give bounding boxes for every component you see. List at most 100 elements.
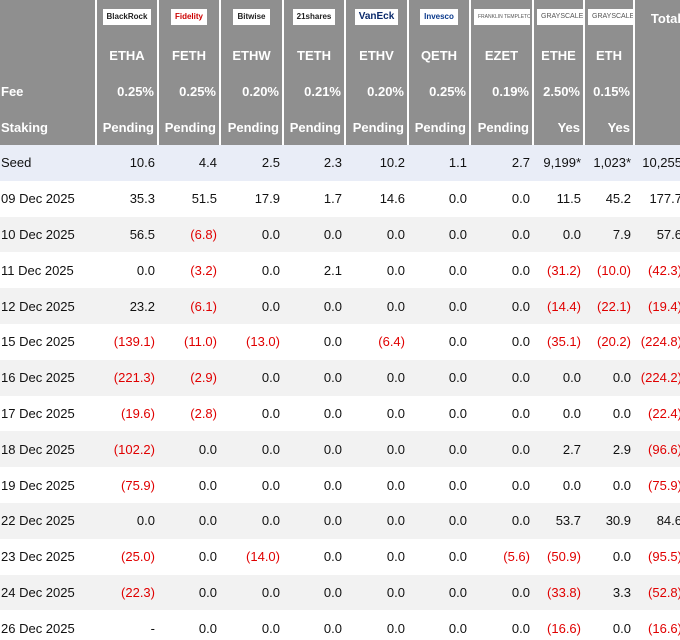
flow-value: (3.2) xyxy=(190,262,217,278)
logo-cell: GRAYSCALE xyxy=(584,0,635,37)
issuer-logo: BlackRock xyxy=(102,9,152,25)
fee-value: 0.20% xyxy=(220,73,284,109)
flow-value: 0.0 xyxy=(408,288,470,324)
flow-value: (25.0) xyxy=(121,549,155,565)
total-value: (22.4) xyxy=(648,405,680,421)
row-label: 18 Dec 2025 xyxy=(0,431,96,468)
total-value: (75.9) xyxy=(648,477,680,493)
flow-value: 0.0 xyxy=(386,262,405,278)
data-row: 23 Dec 2025 (25.0) 0.0 (14.0) 0.0 0.0 0.0 (5.6)… xyxy=(0,539,680,575)
ticker-row: ETHA FETH ETHW TETH ETHV QETH EZET ETHE ETH xyxy=(0,37,680,73)
flow-value: 0.0 xyxy=(386,477,405,493)
flow-value: 14.6 xyxy=(379,191,405,207)
flow-value: 45.2 xyxy=(605,191,631,207)
flow-value: 0.0 xyxy=(220,502,283,539)
flow-value: 2.5 xyxy=(220,145,283,181)
total-header: Total xyxy=(634,0,680,37)
logo-row: BlackRock Fidelity Bitwise 21shares VanEck In… xyxy=(0,0,680,37)
flow-value: (6.4) xyxy=(378,334,405,350)
flow-value: 0.0 xyxy=(612,549,631,565)
flow-value: 0.0 xyxy=(448,191,467,207)
flow-value: 0.0 xyxy=(386,549,405,565)
flow-value: 0.0 xyxy=(408,502,470,539)
logo-cell: 21shares xyxy=(283,0,346,37)
flow-value: (31.2) xyxy=(547,262,581,278)
data-row: 19 Dec 2025 (75.9) 0.0 0.0 0.0 0.0 0.0 0.0 0.0 0.… xyxy=(0,467,680,503)
issuer-logo: FRANKLIN TEMPLETON xyxy=(474,9,530,25)
flow-value: 0.0 xyxy=(612,405,631,421)
flow-value: (50.9) xyxy=(547,549,581,565)
flow-value: 0.0 xyxy=(448,405,467,421)
staking-value: Pending xyxy=(408,109,471,145)
flow-value: 1,023* xyxy=(584,145,634,181)
issuer-logo: GRAYSCALE xyxy=(588,9,632,25)
flow-value: 0.0 xyxy=(261,477,280,493)
flow-value: 0.0 xyxy=(283,288,345,324)
logo-cell: Bitwise xyxy=(220,0,284,37)
staking-value: Yes xyxy=(533,109,585,145)
flow-value: (5.6) xyxy=(503,549,530,565)
logo-cell: FRANKLIN TEMPLETON xyxy=(470,0,534,37)
flow-value: 0.0 xyxy=(323,620,342,636)
ticker: ETHE xyxy=(533,37,585,73)
flow-value: 0.0 xyxy=(261,405,280,421)
flow-value: 0.0 xyxy=(345,216,408,253)
flow-value: 53.7 xyxy=(533,502,584,539)
empty-cell xyxy=(634,73,680,109)
data-row: 11 Dec 2025 0.0 (3.2) 0.0 2.1 0.0 0.0 0.0 (31.2)… xyxy=(0,252,680,288)
empty-cell xyxy=(634,37,680,73)
flow-value: 0.0 xyxy=(562,477,581,493)
flow-value: 0.0 xyxy=(136,262,155,278)
flow-value: 0.0 xyxy=(198,549,217,565)
staking-value: Pending xyxy=(220,109,284,145)
ticker: ETHA xyxy=(96,37,159,73)
fee-value: 0.15% xyxy=(584,73,635,109)
staking-value: Pending xyxy=(96,109,159,145)
flow-value: 0.0 xyxy=(283,359,345,396)
flow-value: (2.9) xyxy=(158,359,220,396)
issuer-logo: 21shares xyxy=(292,9,336,25)
flow-value: 0.0 xyxy=(220,431,283,468)
logo-cell: Invesco xyxy=(408,0,471,37)
flow-value: 0.0 xyxy=(220,359,283,396)
flow-value: (22.3) xyxy=(96,574,158,611)
flow-value: (13.0) xyxy=(246,334,280,350)
staking-value: Pending xyxy=(283,109,346,145)
row-label: 10 Dec 2025 xyxy=(0,216,96,253)
flow-value: 56.5 xyxy=(96,216,158,253)
flow-value: 0.0 xyxy=(470,574,533,611)
flow-value: 1.1 xyxy=(408,145,470,181)
flow-value: 7.9 xyxy=(584,216,634,253)
total-value: 10,255 xyxy=(634,145,680,181)
staking-value: Pending xyxy=(345,109,409,145)
flow-value: 0.0 xyxy=(511,262,530,278)
flow-value: 0.0 xyxy=(283,502,345,539)
total-value: (42.3) xyxy=(648,262,680,278)
flow-value: 0.0 xyxy=(408,216,470,253)
flow-value: 0.0 xyxy=(533,359,584,396)
row-label: 19 Dec 2025 xyxy=(1,477,75,493)
flow-value: 0.0 xyxy=(198,477,217,493)
row-label: 23 Dec 2025 xyxy=(1,549,75,565)
flow-value: 0.0 xyxy=(448,477,467,493)
flow-value: 0.0 xyxy=(198,620,217,636)
ticker: FETH xyxy=(158,37,221,73)
flow-value: (19.6) xyxy=(121,405,155,421)
flow-value: 0.0 xyxy=(470,288,533,324)
total-value: 84.6 xyxy=(634,502,680,539)
row-label: 16 Dec 2025 xyxy=(0,359,96,396)
flow-value: 0.0 xyxy=(470,502,533,539)
fee-row: Fee 0.25% 0.25% 0.20% 0.21% 0.20% 0.25% 0.19% 2.… xyxy=(0,73,680,109)
flow-value: 0.0 xyxy=(345,288,408,324)
flow-value: 9,199* xyxy=(533,145,584,181)
flow-value: 0.0 xyxy=(220,574,283,611)
row-label: 17 Dec 2025 xyxy=(1,405,75,421)
total-value: (19.4) xyxy=(634,288,680,324)
flow-value: 0.0 xyxy=(448,262,467,278)
data-row: 22 Dec 2025 0.0 0.0 0.0 0.0 0.0 0.0 0.0 53.7 30.9… xyxy=(0,502,680,539)
flow-value: 3.3 xyxy=(584,574,634,611)
flow-value: 0.0 xyxy=(158,431,220,468)
flow-value: 0.0 xyxy=(323,334,342,350)
fee-value: 2.50% xyxy=(533,73,585,109)
flow-value: - xyxy=(150,620,155,636)
